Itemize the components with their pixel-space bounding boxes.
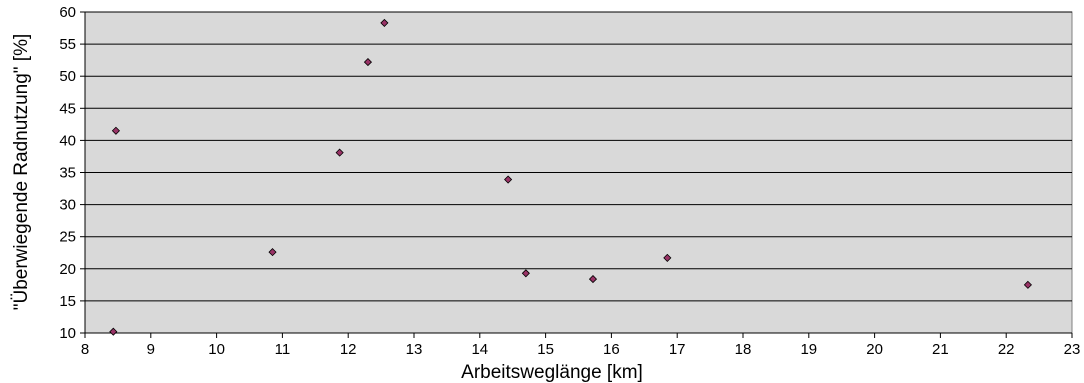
data-point [588,275,598,284]
data-point [335,148,344,157]
axes [80,11,1073,338]
y-tick-label: 10 [59,325,76,342]
y-tick-labels: 10 15 20 25 30 35 40 45 50 55 60 [59,4,76,342]
x-tick-label: 14 [471,341,488,358]
y-tick-label: 15 [59,293,76,310]
data-point [504,175,513,184]
data-point [663,253,672,262]
data-point [380,18,389,27]
x-tick-label: 9 [147,341,155,358]
x-tick-label: 21 [932,341,949,358]
y-tick-label: 60 [59,4,76,21]
y-tick-label: 20 [59,261,76,278]
grid-lines [85,11,1072,302]
x-tick-labels: 8 9 10 11 12 13 14 15 16 17 18 19 20 21 22 23 [81,341,1081,358]
x-tick-label: 11 [275,341,291,358]
x-tick-label: 12 [340,341,357,358]
data-point [109,327,118,336]
y-tick-label: 30 [59,197,76,214]
data-point [111,126,120,135]
y-axis-title: "Überwiegende Radnutzung" [%] [11,34,32,311]
data-point [521,269,530,278]
x-tick-label: 8 [81,341,89,358]
y-tick-label: 55 [59,36,76,53]
data-point [363,58,373,67]
x-tick-label: 22 [998,341,1015,358]
data-point [1023,280,1032,289]
y-tick-label: 50 [59,68,76,85]
x-tick-label: 13 [406,341,423,358]
x-axis-title: Arbeitsweglänge [km] [461,362,643,383]
x-tick-label: 20 [866,341,883,358]
x-tick-label: 19 [800,341,817,358]
y-tick-label: 35 [59,165,76,182]
x-tick-label: 16 [603,341,620,358]
y-tick-label: 25 [59,229,76,246]
data-point [268,248,277,257]
y-tick-label: 45 [59,100,76,117]
y-tick-label: 40 [59,132,76,149]
x-tick-label: 17 [669,341,686,358]
x-tick-label: 23 [1064,341,1081,358]
x-tick-label: 15 [537,341,554,358]
data-points [109,18,1032,336]
x-tick-label: 10 [208,341,225,358]
x-tick-label: 18 [735,341,752,358]
